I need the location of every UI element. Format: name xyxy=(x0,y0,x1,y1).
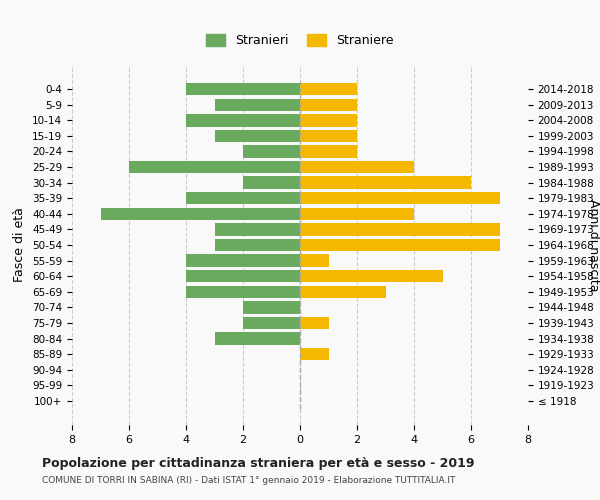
Bar xyxy=(300,98,357,111)
Bar xyxy=(101,208,300,220)
Y-axis label: Anni di nascita: Anni di nascita xyxy=(587,198,600,291)
Bar xyxy=(243,146,300,158)
Bar xyxy=(215,239,300,251)
Bar xyxy=(300,130,357,142)
Bar xyxy=(186,114,300,126)
Bar xyxy=(186,192,300,204)
Legend: Stranieri, Straniere: Stranieri, Straniere xyxy=(200,28,400,54)
Bar xyxy=(186,270,300,282)
Text: Popolazione per cittadinanza straniera per età e sesso - 2019: Popolazione per cittadinanza straniera p… xyxy=(42,458,475,470)
Bar xyxy=(300,223,499,235)
Bar xyxy=(243,176,300,189)
Bar xyxy=(300,286,386,298)
Bar xyxy=(215,223,300,235)
Bar xyxy=(129,161,300,173)
Bar xyxy=(186,254,300,267)
Bar xyxy=(300,176,471,189)
Bar xyxy=(300,348,329,360)
Bar xyxy=(215,98,300,111)
Bar xyxy=(300,316,329,329)
Bar xyxy=(300,208,414,220)
Bar xyxy=(300,254,329,267)
Bar xyxy=(300,270,443,282)
Bar xyxy=(300,239,499,251)
Bar xyxy=(186,286,300,298)
Bar xyxy=(243,316,300,329)
Bar xyxy=(300,161,414,173)
Bar xyxy=(300,114,357,126)
Bar xyxy=(215,332,300,344)
Bar xyxy=(243,301,300,314)
Bar xyxy=(215,130,300,142)
Bar xyxy=(300,83,357,96)
Bar xyxy=(300,146,357,158)
Bar xyxy=(186,83,300,96)
Bar xyxy=(300,192,499,204)
Text: COMUNE DI TORRI IN SABINA (RI) - Dati ISTAT 1° gennaio 2019 - Elaborazione TUTTI: COMUNE DI TORRI IN SABINA (RI) - Dati IS… xyxy=(42,476,455,485)
Y-axis label: Fasce di età: Fasce di età xyxy=(13,208,26,282)
